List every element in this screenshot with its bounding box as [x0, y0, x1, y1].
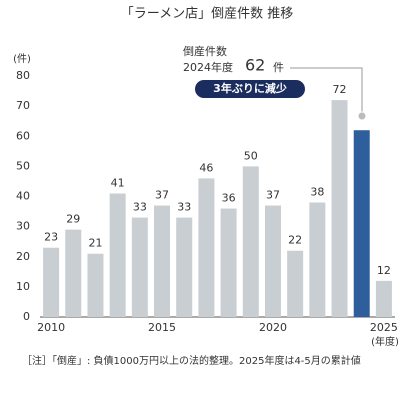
bar	[131, 217, 148, 317]
footnote: ［注］「倒産」: 負債1000万円以上の法的整理。2025年度は4-5月の累計値	[22, 354, 361, 367]
y-tick-label: 0	[23, 310, 30, 323]
bar	[353, 130, 370, 317]
x-tick-label: 2010	[37, 321, 65, 334]
data-label: 29	[66, 213, 80, 226]
y-axis-label: (件)	[13, 53, 31, 65]
bar	[198, 178, 215, 317]
bar	[109, 193, 126, 317]
data-label: 23	[44, 231, 58, 244]
badge-text: 3年ぶりに減少	[213, 81, 287, 95]
y-tick-label: 20	[16, 250, 30, 263]
y-tick-label: 30	[16, 220, 30, 233]
leader-dot	[357, 111, 367, 121]
x-tick-label: 2020	[259, 321, 287, 334]
data-label: 50	[244, 149, 258, 162]
bar	[43, 247, 60, 317]
bar	[242, 166, 259, 317]
bar	[176, 217, 193, 317]
y-tick-label: 10	[16, 280, 30, 293]
chart-title: 「ラーメン店」倒産件数 推移	[121, 6, 294, 22]
bar	[87, 253, 104, 317]
y-tick-label: 50	[16, 159, 30, 172]
x-tick-label: 2015	[148, 321, 176, 334]
data-label: 36	[222, 192, 236, 205]
data-label: 33	[133, 201, 147, 214]
annotation-value: 62	[245, 56, 265, 75]
badge	[195, 80, 305, 98]
data-label: 41	[111, 176, 125, 189]
data-label: 38	[310, 186, 324, 199]
bar	[331, 100, 348, 317]
annotation-text: 倒産件数	[183, 45, 227, 58]
y-tick-label: 80	[16, 69, 30, 82]
bar	[154, 205, 171, 317]
data-label: 12	[377, 264, 391, 277]
data-label: 33	[177, 201, 191, 214]
annotation-unit: 件	[273, 61, 284, 74]
y-tick-label: 40	[16, 190, 30, 203]
data-label: 21	[88, 237, 102, 250]
x-axis-label: (年度)	[371, 335, 399, 348]
y-tick-label: 60	[16, 129, 30, 142]
bar	[65, 229, 82, 317]
bar	[375, 280, 392, 317]
bar	[309, 202, 326, 317]
bar	[220, 208, 237, 317]
leader-line	[290, 67, 363, 112]
data-label: 37	[155, 189, 169, 202]
annotation-text: 2024年度	[183, 60, 233, 74]
bar	[287, 250, 304, 317]
x-tick-label: 2025	[370, 321, 398, 334]
y-tick-label: 70	[16, 99, 30, 112]
data-label: 22	[288, 234, 302, 247]
data-label: 72	[333, 83, 347, 96]
data-label: 46	[199, 161, 213, 174]
bar	[264, 205, 281, 317]
data-label: 37	[266, 189, 280, 202]
